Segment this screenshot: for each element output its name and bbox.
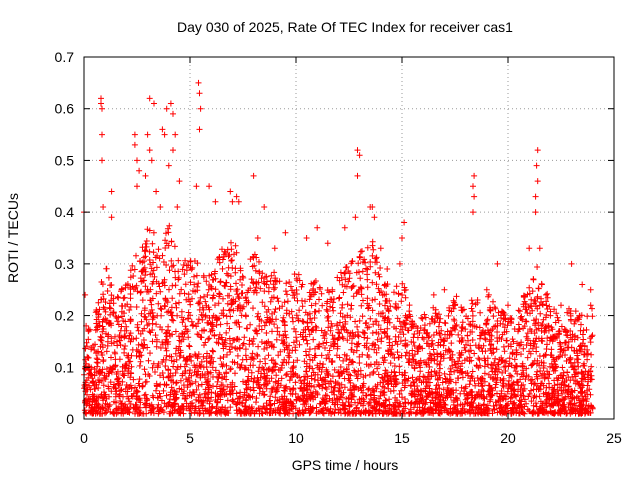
chart-title: Day 030 of 2025, Rate Of TEC Index for r… [177,19,513,35]
y-tick-label: 0.7 [55,49,75,65]
y-tick-label: 0.1 [55,359,75,375]
x-tick-label: 20 [500,430,516,446]
x-axis-label: GPS time / hours [292,457,399,473]
y-tick-label: 0.2 [55,308,75,324]
x-tick-label: 15 [394,430,410,446]
y-tick-label: 0.6 [55,101,75,117]
y-tick-label: 0.5 [55,152,75,168]
y-tick-label: 0 [66,411,74,427]
x-tick-label: 25 [606,430,622,446]
roti-markers [81,79,596,417]
plot-frame [83,56,615,420]
y-tick-labels: 0 0.1 0.2 0.3 0.4 0.5 0.6 0.7 [55,49,75,427]
x-tick-label: 5 [186,430,194,446]
y-tick-label: 0.4 [55,204,75,220]
x-tick-label: 0 [80,430,88,446]
x-tick-labels: 0 5 10 15 20 25 [80,430,622,446]
y-axis-label: ROTI / TECUs [5,193,21,283]
data-points [81,79,596,417]
y-tick-label: 0.3 [55,256,75,272]
x-tick-label: 10 [288,430,304,446]
